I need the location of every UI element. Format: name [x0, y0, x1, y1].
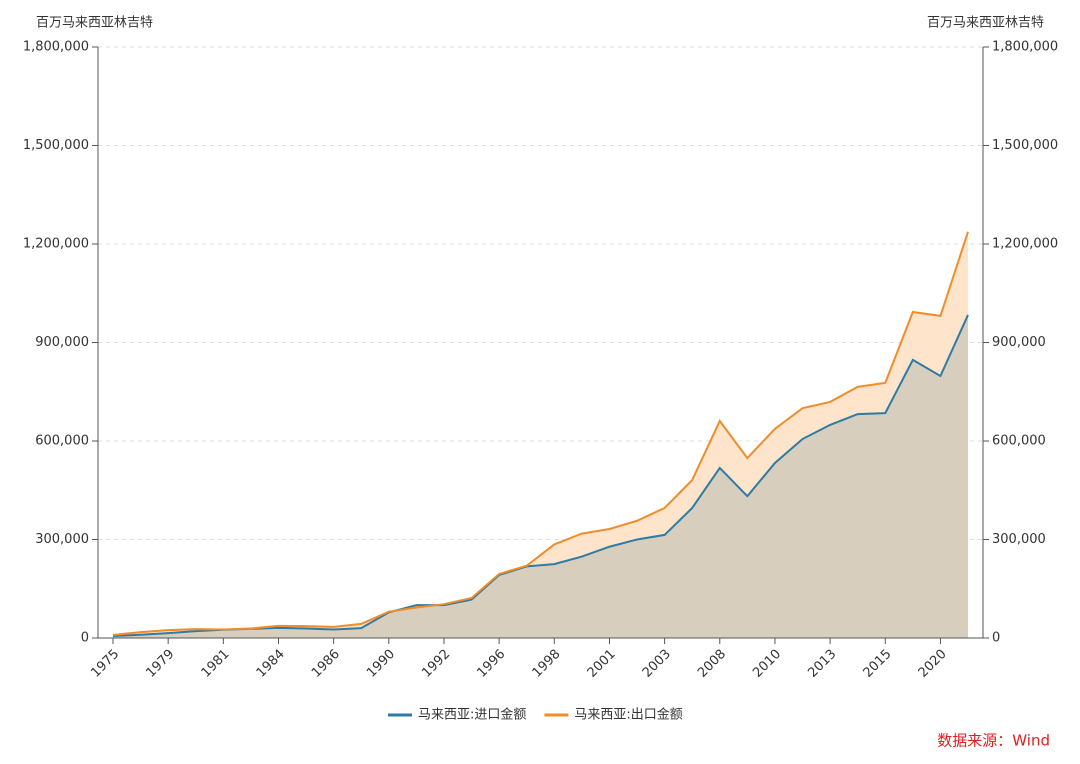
y2-tick-label: 300,000 — [992, 532, 1046, 547]
x-tick-label: 1996 — [474, 647, 508, 681]
x-tick-label: 2015 — [861, 647, 895, 681]
area — [113, 314, 968, 638]
x-tick-label: 2008 — [695, 647, 729, 681]
y2-tick-label: 0 — [992, 631, 1000, 646]
source-note: 数据来源：Wind — [937, 732, 1050, 750]
x-tick-label: 1975 — [88, 647, 122, 681]
x-tick-label: 2003 — [640, 647, 674, 681]
y2-axis-label: 百万马来西亚林吉特 — [927, 16, 1044, 31]
y-tick-label: 1,500,000 — [23, 138, 89, 153]
x-tick-label: 1998 — [530, 647, 564, 681]
y-axis-label: 百万马来西亚林吉特 — [36, 16, 153, 31]
x-tick-label: 2020 — [916, 647, 950, 681]
y-tick-label: 1,200,000 — [23, 237, 89, 252]
y2-tick-label: 600,000 — [992, 434, 1046, 449]
y2-tick-label: 1,800,000 — [992, 40, 1058, 55]
y-tick-label: 900,000 — [35, 335, 89, 350]
y2-tick-label: 900,000 — [992, 335, 1046, 350]
x-tick-label: 2013 — [805, 647, 839, 681]
legend-item: 马来西亚:出口金额 — [544, 707, 683, 723]
legend-label: 马来西亚:进口金额 — [418, 707, 526, 723]
x-tick-label: 2001 — [585, 647, 619, 681]
y2-tick-label: 1,200,000 — [992, 237, 1058, 252]
y-tick-label: 1,800,000 — [23, 40, 89, 55]
y-tick-label: 600,000 — [35, 434, 89, 449]
y-tick-label: 0 — [81, 631, 89, 646]
y-tick-label: 300,000 — [35, 532, 89, 547]
legend-label: 马来西亚:出口金额 — [574, 707, 682, 723]
y2-tick-label: 1,500,000 — [992, 138, 1058, 153]
x-tick-label: 1984 — [254, 647, 288, 681]
x-tick-label: 2010 — [750, 647, 784, 681]
x-tick-label: 1990 — [364, 647, 398, 681]
x-tick-label: 1979 — [143, 647, 177, 681]
x-tick-label: 1981 — [199, 647, 233, 681]
line — [112, 231, 969, 637]
x-tick-label: 1986 — [309, 647, 343, 681]
legend-item: 马来西亚:进口金额 — [388, 707, 526, 723]
x-tick-label: 1992 — [419, 647, 453, 681]
